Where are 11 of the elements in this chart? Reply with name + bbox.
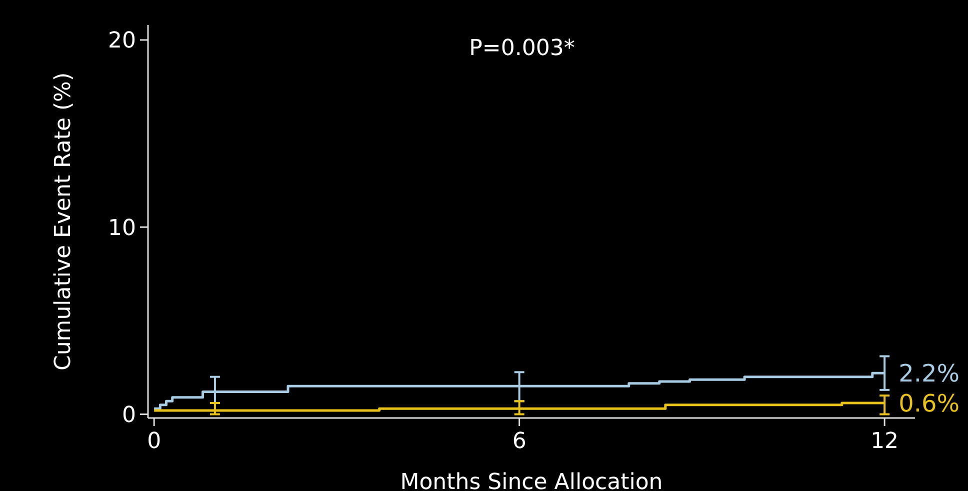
x-axis-title: Months Since Allocation <box>400 470 663 491</box>
y-tick-label: 0 <box>122 402 136 428</box>
y-axis-title: Cumulative Event Rate (%) <box>51 72 76 371</box>
y-tick-label: 10 <box>108 216 136 241</box>
x-tick-label: 0 <box>147 429 162 454</box>
annotation: P=0.003* <box>469 36 575 61</box>
x-tick-label: 12 <box>870 429 899 454</box>
y-tick-label: 20 <box>108 28 136 54</box>
x-tick-label: 6 <box>512 429 526 454</box>
data-label: 0.6% <box>898 389 960 418</box>
data-label: 2.2% <box>898 359 960 388</box>
